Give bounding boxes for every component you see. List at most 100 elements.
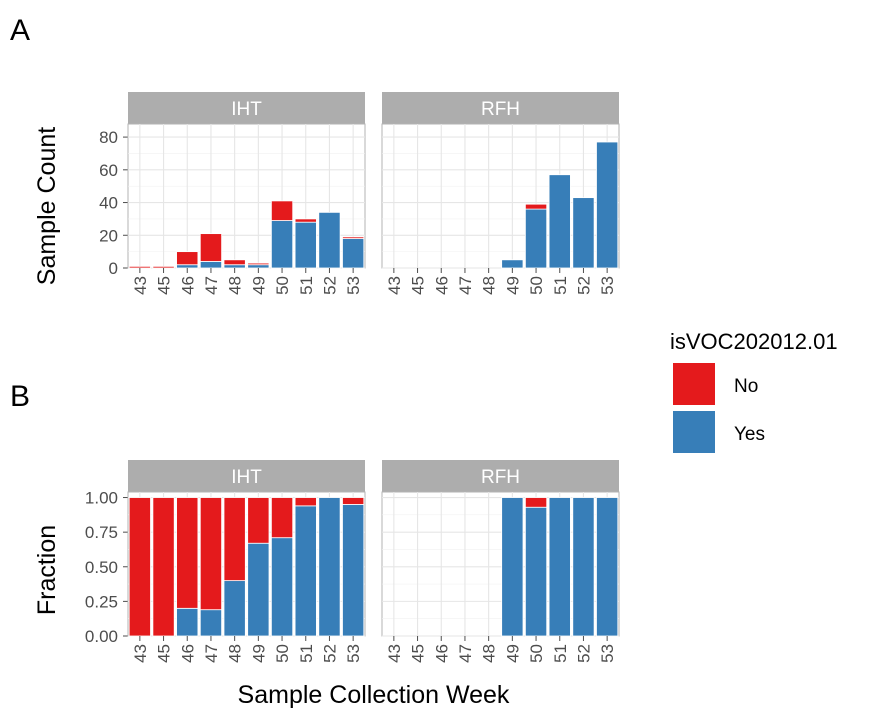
a-x-tick-label: 50 <box>527 276 546 295</box>
b-bar-iht-52-yes <box>318 497 341 637</box>
a-y-axis-title: Sample Count <box>33 127 61 285</box>
a-bar-iht-49-no <box>247 262 270 266</box>
b-bar-rfh-49-yes <box>501 497 524 637</box>
a-x-tick-label: 51 <box>551 276 570 295</box>
b-x-tick-label: 49 <box>249 644 268 663</box>
a-x-tick-label: 53 <box>344 276 363 295</box>
a-bar-iht-51-yes <box>294 221 317 269</box>
a-x-tick-label: 52 <box>320 276 339 295</box>
a-facet-label-rfh: RFH <box>481 99 520 120</box>
a-x-tick-label: 45 <box>155 276 174 295</box>
legend-swatch-yes <box>673 411 715 453</box>
a-bar-rfh-52-yes <box>572 197 595 269</box>
b-y-tick-label: 0.50 <box>85 558 118 577</box>
b-x-tick-label: 49 <box>503 644 522 663</box>
b-bar-rfh-52-yes <box>572 497 595 637</box>
a-x-tick-label: 53 <box>598 276 617 295</box>
b-x-tick-label: 47 <box>456 644 475 663</box>
a-y-tick-label: 0 <box>109 259 118 278</box>
a-bar-iht-50-yes <box>270 220 294 269</box>
b-facet-label-iht: IHT <box>231 467 262 488</box>
b-bar-iht-46-no <box>176 497 199 609</box>
a-facet-strip-rfh <box>382 92 619 124</box>
a-bar-iht-51-no <box>294 218 317 223</box>
a-bar-iht-50-no <box>270 200 294 221</box>
b-facet-strip-rfh <box>382 460 619 492</box>
b-x-tick-label: 47 <box>202 644 221 663</box>
a-bar-iht-46-yes <box>176 264 199 269</box>
b-bar-iht-51-no <box>294 497 317 507</box>
a-bar-iht-48-no <box>223 259 246 266</box>
b-bar-iht-47-no <box>199 497 223 611</box>
a-facet-label-iht: IHT <box>231 99 262 120</box>
b-y-tick-label: 1.00 <box>85 489 118 508</box>
b-x-tick-label: 43 <box>385 644 404 663</box>
a-x-tick-label: 47 <box>456 276 475 295</box>
a-x-tick-label: 52 <box>574 276 593 295</box>
b-bar-rfh-50-yes <box>524 506 548 637</box>
b-x-tick-label: 46 <box>178 644 197 663</box>
a-bar-iht-47-no <box>199 233 223 262</box>
b-y-axis-title: Fraction <box>33 525 61 615</box>
legend-title: isVOC202012.01 <box>670 329 838 354</box>
b-bar-iht-49-no <box>247 497 270 544</box>
b-x-tick-label: 45 <box>409 644 428 663</box>
b-y-tick-label: 0.75 <box>85 523 118 542</box>
legend-label-no: No <box>734 376 758 397</box>
a-bar-iht-46-no <box>176 251 199 266</box>
a-x-tick-label: 45 <box>409 276 428 295</box>
a-bar-iht-52-yes <box>318 211 341 269</box>
b-x-tick-label: 52 <box>320 644 339 663</box>
b-bar-iht-47-yes <box>199 609 223 637</box>
b-bar-iht-51-yes <box>294 505 317 637</box>
a-bar-rfh-51-yes <box>548 174 571 269</box>
a-bar-iht-53-yes <box>342 238 365 269</box>
b-bar-iht-53-no <box>342 497 365 505</box>
b-bar-iht-53-yes <box>342 504 365 637</box>
b-bar-iht-50-no <box>270 497 294 539</box>
legend-swatch-no <box>673 363 715 405</box>
a-bar-iht-45-no <box>152 265 175 269</box>
b-x-tick-label: 48 <box>226 644 245 663</box>
b-x-tick-label: 43 <box>131 644 150 663</box>
b-bar-iht-48-no <box>223 497 246 582</box>
a-bar-iht-53-no <box>342 236 365 239</box>
a-x-tick-label: 49 <box>503 276 522 295</box>
b-x-tick-label: 48 <box>480 644 499 663</box>
a-y-tick-label: 80 <box>99 128 118 147</box>
b-facet-strip-iht <box>128 460 365 492</box>
b-bar-iht-49-yes <box>247 542 270 637</box>
a-x-tick-label: 46 <box>432 276 451 295</box>
b-x-tick-label: 53 <box>344 644 363 663</box>
a-bar-iht-47-yes <box>199 261 223 269</box>
a-bar-rfh-50-no <box>524 203 548 210</box>
a-x-tick-label: 43 <box>131 276 150 295</box>
b-y-tick-label: 0.00 <box>85 627 118 646</box>
a-x-tick-label: 48 <box>480 276 499 295</box>
b-x-tick-label: 51 <box>551 644 570 663</box>
b-x-tick-label: 50 <box>273 644 292 663</box>
b-x-tick-label: 51 <box>297 644 316 663</box>
a-facet-strip-iht <box>128 92 365 124</box>
b-x-tick-label: 46 <box>432 644 451 663</box>
a-x-tick-label: 48 <box>226 276 245 295</box>
b-bar-iht-46-yes <box>176 607 199 637</box>
b-bar-rfh-51-yes <box>548 497 571 637</box>
panel-tag-a: A <box>10 14 30 47</box>
a-y-tick-label: 40 <box>99 194 118 213</box>
a-x-tick-label: 49 <box>249 276 268 295</box>
b-x-tick-label: 50 <box>527 644 546 663</box>
a-bar-iht-49-yes <box>247 264 270 269</box>
b-facet-label-rfh: RFH <box>481 467 520 488</box>
b-x-axis-title: Sample Collection Week <box>238 681 510 709</box>
b-x-tick-label: 52 <box>574 644 593 663</box>
panel-tag-b: B <box>10 380 30 413</box>
a-x-tick-label: 46 <box>178 276 197 295</box>
b-bar-rfh-53-yes <box>596 497 619 637</box>
a-bar-iht-48-yes <box>223 264 246 269</box>
b-bar-iht-50-yes <box>270 537 294 637</box>
b-bar-rfh-50-no <box>524 497 548 508</box>
